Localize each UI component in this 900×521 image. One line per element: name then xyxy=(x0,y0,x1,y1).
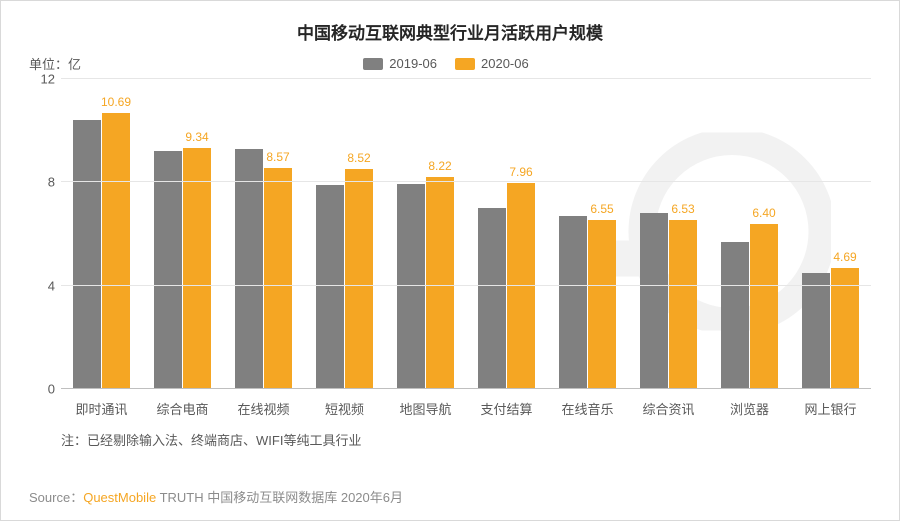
bar-group: 7.96 xyxy=(466,79,547,389)
bar-group: 8.22 xyxy=(385,79,466,389)
footnote: 注：已经剔除输入法、终端商店、WIFI等纯工具行业 xyxy=(61,430,871,449)
bar-group: 9.34 xyxy=(142,79,223,389)
bar xyxy=(802,273,830,389)
x-tick-label: 支付结算 xyxy=(466,399,547,418)
bar: 6.55 xyxy=(588,220,616,389)
bar: 8.22 xyxy=(426,177,454,389)
grid-line xyxy=(61,181,871,182)
chart-title: 中国移动互联网典型行业月活跃用户规模 xyxy=(29,19,871,44)
chart-area: 04812 10.699.348.578.528.227.966.556.536… xyxy=(29,79,871,389)
source-prefix: Source： xyxy=(29,490,83,505)
bar-group: 8.52 xyxy=(304,79,385,389)
bar: 9.34 xyxy=(183,148,211,389)
value-label: 10.69 xyxy=(101,95,131,109)
grid-line xyxy=(61,78,871,79)
bar: 4.69 xyxy=(831,268,859,389)
bar: 6.53 xyxy=(669,220,697,389)
bar-group: 4.69 xyxy=(790,79,871,389)
bar: 6.40 xyxy=(750,224,778,389)
x-tick-label: 网上银行 xyxy=(790,399,871,418)
value-label: 4.69 xyxy=(833,250,856,264)
bar: 8.52 xyxy=(345,169,373,389)
bar xyxy=(73,120,101,389)
chart-card: 中国移动互联网典型行业月活跃用户规模 单位：亿 2019-06 2020-06 0… xyxy=(0,0,900,521)
x-tick-label: 在线视频 xyxy=(223,399,304,418)
value-label: 7.96 xyxy=(509,165,532,179)
bar: 10.69 xyxy=(102,113,130,389)
legend-item: 2020-06 xyxy=(455,56,529,71)
bar xyxy=(316,185,344,389)
bar xyxy=(397,184,425,389)
note-prefix: 注： xyxy=(61,433,87,448)
bar: 8.57 xyxy=(264,168,292,389)
bar: 7.96 xyxy=(507,183,535,389)
legend-swatch xyxy=(455,58,475,70)
x-tick-label: 即时通讯 xyxy=(61,399,142,418)
legend-item: 2019-06 xyxy=(363,56,437,71)
bars-row: 10.69 9.34 8.57 8.52 8.22 7.96 6.55 6.53 6.40 4.6… xyxy=(61,79,871,389)
meta-row: 单位：亿 2019-06 2020-06 xyxy=(29,54,871,73)
x-tick-label: 浏览器 xyxy=(709,399,790,418)
bar-group: 6.53 xyxy=(628,79,709,389)
value-label: 8.22 xyxy=(428,159,451,173)
y-tick-label: 0 xyxy=(48,382,55,397)
source-brand: QuestMobile xyxy=(83,490,156,505)
x-tick-label: 综合资讯 xyxy=(628,399,709,418)
x-tick-label: 在线音乐 xyxy=(547,399,628,418)
bar-group: 6.55 xyxy=(547,79,628,389)
value-label: 6.55 xyxy=(590,202,613,216)
legend-label: 2019-06 xyxy=(389,56,437,71)
legend-swatch xyxy=(363,58,383,70)
value-label: 9.34 xyxy=(185,130,208,144)
bar xyxy=(559,216,587,389)
x-axis-labels: 即时通讯综合电商在线视频短视频地图导航支付结算在线音乐综合资讯浏览器网上银行 xyxy=(61,399,871,418)
value-label: 8.52 xyxy=(347,151,370,165)
y-tick-label: 4 xyxy=(48,278,55,293)
value-label: 6.40 xyxy=(752,206,775,220)
grid-line xyxy=(61,285,871,286)
legend: 2019-06 2020-06 xyxy=(81,56,811,71)
plot-area: 10.69 9.34 8.57 8.52 8.22 7.96 6.55 6.53 6.40 4.6… xyxy=(61,79,871,389)
legend-label: 2020-06 xyxy=(481,56,529,71)
bar xyxy=(721,242,749,389)
bar-group: 8.57 xyxy=(223,79,304,389)
y-tick-label: 12 xyxy=(41,72,55,87)
bar xyxy=(154,151,182,389)
x-tick-label: 地图导航 xyxy=(385,399,466,418)
bar-group: 10.69 xyxy=(61,79,142,389)
value-label: 8.57 xyxy=(266,150,289,164)
x-tick-label: 短视频 xyxy=(304,399,385,418)
grid-line xyxy=(61,388,871,389)
x-tick-label: 综合电商 xyxy=(142,399,223,418)
bar-group: 6.40 xyxy=(709,79,790,389)
value-label: 6.53 xyxy=(671,202,694,216)
source-rest: TRUTH 中国移动互联网数据库 2020年6月 xyxy=(156,490,403,505)
bar xyxy=(235,149,263,389)
source-line: Source：QuestMobile TRUTH 中国移动互联网数据库 2020… xyxy=(29,487,403,506)
unit-label: 单位：亿 xyxy=(29,54,81,73)
bar xyxy=(640,213,668,389)
bar xyxy=(478,208,506,389)
note-text: 已经剔除输入法、终端商店、WIFI等纯工具行业 xyxy=(87,433,361,448)
y-tick-label: 8 xyxy=(48,175,55,190)
y-axis: 04812 xyxy=(29,79,61,389)
